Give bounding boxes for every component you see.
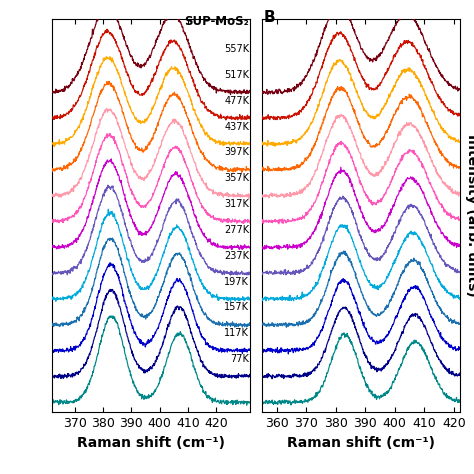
Text: 437K: 437K [224,121,249,132]
Text: 517K: 517K [224,70,249,80]
Text: 397K: 397K [224,147,249,157]
Text: 157K: 157K [224,302,249,312]
Text: 77K: 77K [230,354,249,364]
X-axis label: Raman shift (cm⁻¹): Raman shift (cm⁻¹) [77,436,225,450]
Y-axis label: Intensity (arb. units): Intensity (arb. units) [465,134,474,297]
Text: 237K: 237K [224,251,249,261]
Text: SUP-MoS₂: SUP-MoS₂ [184,15,249,27]
Text: 117K: 117K [224,328,249,338]
Text: 277K: 277K [224,225,249,235]
X-axis label: Raman shift (cm⁻¹): Raman shift (cm⁻¹) [287,436,435,450]
Text: 477K: 477K [224,96,249,106]
Text: 357K: 357K [224,173,249,183]
Text: 317K: 317K [224,199,249,209]
Text: B: B [264,10,275,25]
Text: 557K: 557K [224,44,249,54]
Text: 197K: 197K [224,276,249,286]
